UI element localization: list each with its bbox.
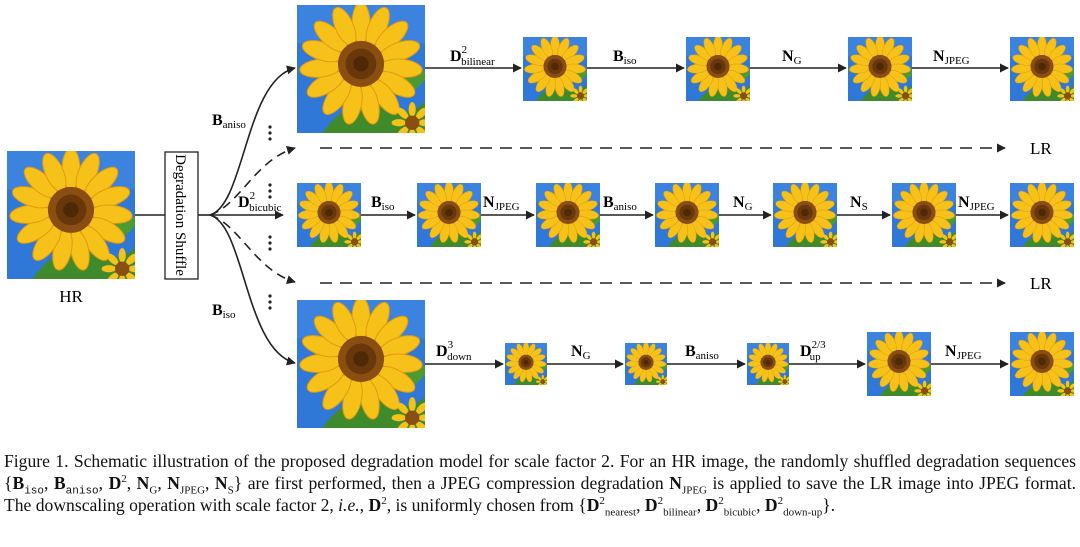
ellipsis-icon-3 — [268, 235, 272, 251]
mid-row-image-6 — [892, 182, 960, 252]
top-row-image-2 — [686, 36, 754, 106]
branch-dash-1 — [209, 146, 296, 216]
hr-label: HR — [59, 287, 83, 306]
mid-op-1: Biso — [371, 194, 395, 213]
bottom-op-3: Baniso — [685, 343, 719, 362]
ellipsis-icon-1 — [268, 125, 272, 141]
bottom-row-image-5 — [1010, 331, 1078, 401]
bottom-row-image-3 — [747, 342, 792, 388]
branch-label-top: Baniso — [212, 112, 246, 131]
branch-dash-2 — [209, 214, 296, 284]
top-row-image-1 — [523, 36, 591, 106]
mid-row-image-3 — [536, 182, 604, 252]
top-row-large-image — [297, 2, 433, 143]
ellipsis-icon-4 — [268, 294, 272, 310]
bottom-op-4: D2/3 up — [800, 339, 826, 363]
figure-caption: Figure 1. Schematic illustration of the … — [4, 451, 1077, 519]
branch-label-bottom: Biso — [212, 302, 236, 321]
bottom-op-5: NJPEG — [945, 343, 982, 362]
mid-op-2: NJPEG — [483, 194, 520, 213]
top-op-3: NG — [782, 48, 802, 67]
top-row-image-4 — [1010, 36, 1078, 106]
top-op-2: Biso — [613, 48, 637, 67]
top-op-1: D2 bilinear — [450, 44, 495, 68]
bottom-op-2: NG — [571, 343, 591, 362]
bottom-op-1: D3 down — [436, 339, 472, 363]
mid-row-image-2 — [417, 182, 485, 252]
branch-label-middle: D2 bicubic — [238, 190, 282, 214]
branch-top-arrow — [209, 65, 296, 216]
mid-op-4: NG — [733, 194, 753, 213]
degradation-diagram: HR Degradation Shuffle Baniso D2 bicubic … — [0, 0, 1080, 440]
bottom-row-large-image — [297, 297, 433, 438]
lr-label-1: LR — [1030, 139, 1052, 158]
mid-row-image-1 — [297, 182, 365, 252]
bottom-row-image-1 — [505, 342, 550, 388]
hr-image — [7, 148, 143, 289]
mid-row-image-7 — [1010, 182, 1078, 252]
mid-op-3: Baniso — [603, 194, 637, 213]
bottom-row-image-2 — [625, 342, 670, 388]
top-op-4: NJPEG — [933, 48, 970, 67]
mid-row-image-5 — [773, 182, 841, 252]
shuffle-box-label: Degradation Shuffle — [172, 154, 188, 276]
ellipsis-icon-2 — [268, 183, 272, 199]
mid-row-image-4 — [655, 182, 723, 252]
mid-op-5: NS — [850, 194, 868, 213]
mid-op-6: NJPEG — [958, 194, 995, 213]
top-row-image-3 — [848, 36, 916, 106]
bottom-row-image-4 — [867, 331, 935, 401]
lr-label-2: LR — [1030, 274, 1052, 293]
branch-bottom-arrow — [209, 214, 296, 366]
